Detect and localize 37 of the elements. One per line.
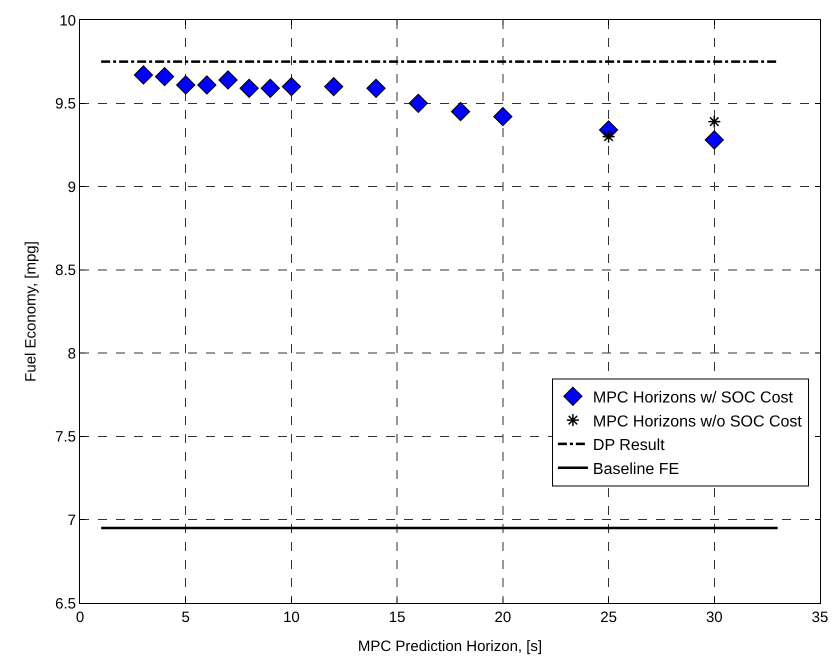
- y-tick-label: 7: [68, 512, 76, 529]
- x-axis-title: MPC Prediction Horizon, [s]: [358, 638, 542, 655]
- x-tick-label: 30: [706, 609, 723, 626]
- point: [282, 77, 302, 96]
- point: [708, 114, 722, 128]
- point: [366, 78, 386, 98]
- y-tick-label: 9: [68, 178, 76, 196]
- point: [324, 77, 344, 96]
- y-tick-label: 8: [68, 345, 76, 362]
- point: [493, 107, 512, 126]
- legend-label: Baseline FE: [592, 460, 680, 478]
- point: [176, 75, 196, 95]
- legend-label: DP Result: [592, 437, 666, 454]
- point: [260, 78, 280, 98]
- x-tick-label: 15: [388, 609, 406, 626]
- point: [704, 130, 724, 150]
- point: [450, 102, 470, 122]
- y-tick-label: 10: [59, 12, 76, 30]
- x-tick-label: 10: [283, 609, 300, 626]
- y-tick-label: 8.5: [55, 262, 76, 280]
- point: [134, 65, 154, 85]
- x-tick-label: 25: [600, 609, 617, 626]
- y-axis-title: Fuel Economy, [mpg]: [22, 241, 40, 382]
- y-tick-label: 6.5: [55, 595, 76, 612]
- y-tick-label: 9.5: [55, 96, 76, 113]
- x-tick-label: 35: [812, 609, 828, 626]
- y-tick-label: 7.5: [55, 428, 76, 446]
- x-tick-label: 20: [494, 609, 512, 626]
- x-tick-label: 0: [76, 609, 84, 626]
- point: [154, 67, 174, 86]
- legend-label: MPC Horizons w/o SOC Cost: [592, 413, 802, 430]
- legend-label: MPC Horizons w/ SOC Cost: [592, 390, 794, 407]
- x-tick-label: 5: [182, 609, 190, 626]
- point: [240, 78, 259, 98]
- point: [408, 94, 428, 113]
- point: [197, 75, 216, 95]
- point: [218, 70, 238, 90]
